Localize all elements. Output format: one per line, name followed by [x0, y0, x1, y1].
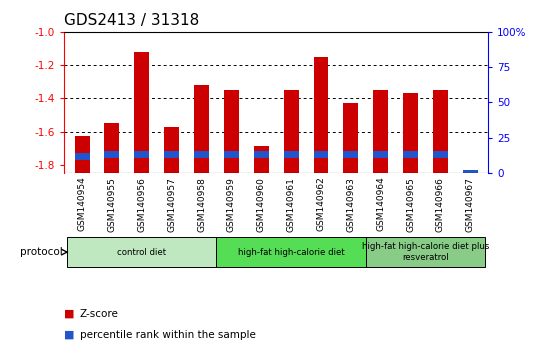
Bar [194, 85, 209, 173]
Text: ■: ■ [64, 309, 75, 319]
Text: protocol: protocol [20, 247, 62, 257]
Bar [104, 152, 119, 158]
Text: percentile rank within the sample: percentile rank within the sample [80, 330, 256, 340]
Text: GSM140966: GSM140966 [436, 177, 445, 232]
Text: GSM140967: GSM140967 [466, 177, 475, 232]
Text: control diet: control diet [117, 247, 166, 257]
Text: high-fat high-calorie diet plus
resveratrol: high-fat high-calorie diet plus resverat… [362, 242, 489, 262]
Bar [224, 152, 239, 158]
Bar [283, 90, 299, 173]
Text: GSM140957: GSM140957 [167, 177, 176, 232]
Text: high-fat high-calorie diet: high-fat high-calorie diet [238, 247, 344, 257]
Bar [164, 126, 179, 173]
Bar [164, 152, 179, 158]
Text: GSM140955: GSM140955 [108, 177, 117, 232]
Bar [67, 237, 217, 267]
Text: GSM140964: GSM140964 [376, 177, 385, 232]
Text: GSM140960: GSM140960 [257, 177, 266, 232]
Bar [433, 152, 448, 158]
Bar [254, 152, 269, 158]
Text: Z-score: Z-score [80, 309, 119, 319]
Text: GSM140961: GSM140961 [287, 177, 296, 232]
Bar [283, 152, 299, 158]
Text: GSM140956: GSM140956 [137, 177, 146, 232]
Bar [217, 237, 366, 267]
Bar [75, 153, 89, 160]
Bar [314, 152, 329, 158]
Bar [254, 147, 269, 173]
Bar [403, 93, 418, 173]
Bar [224, 90, 239, 173]
Text: GSM140958: GSM140958 [197, 177, 206, 232]
Bar [134, 52, 150, 173]
Text: GSM140963: GSM140963 [347, 177, 355, 232]
Bar [343, 152, 358, 158]
Bar [373, 90, 388, 173]
Bar [104, 123, 119, 173]
Bar [134, 152, 150, 158]
Bar [194, 152, 209, 158]
Text: GSM140959: GSM140959 [227, 177, 236, 232]
Bar [403, 152, 418, 158]
Bar [463, 170, 478, 173]
Bar [75, 137, 89, 173]
Text: GSM140962: GSM140962 [316, 177, 325, 232]
Bar [433, 90, 448, 173]
Bar [366, 237, 485, 267]
Bar [314, 57, 329, 173]
Text: GDS2413 / 31318: GDS2413 / 31318 [64, 13, 199, 28]
Text: GSM140965: GSM140965 [406, 177, 415, 232]
Bar [343, 103, 358, 173]
Text: ■: ■ [64, 330, 75, 340]
Text: GSM140954: GSM140954 [78, 177, 86, 232]
Bar [373, 152, 388, 158]
